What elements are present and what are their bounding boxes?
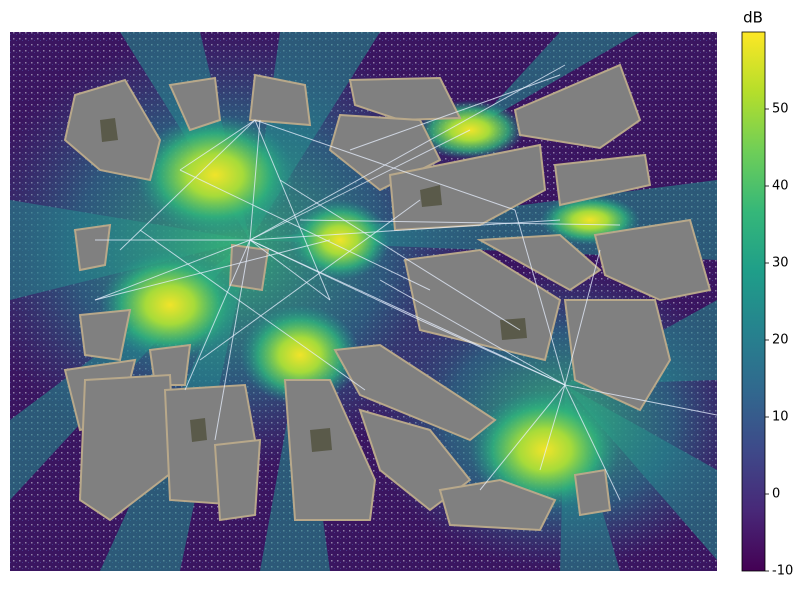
colorbar-tick-label: 0 bbox=[772, 487, 780, 502]
colorbar-tick-label: 50 bbox=[772, 102, 789, 117]
colorbar-scale bbox=[741, 31, 766, 572]
colorbar-tick-label: -10 bbox=[772, 564, 793, 579]
colorbar-label: dB bbox=[743, 9, 763, 27]
colorbar-tick-label: 40 bbox=[772, 179, 789, 194]
colorbar-tick-label: 10 bbox=[772, 410, 789, 425]
colorbar: -10 0 10 20 30 40 50 bbox=[741, 31, 793, 579]
colorbar-tick-label: 20 bbox=[772, 333, 789, 348]
coverage-map bbox=[10, 32, 717, 571]
colorbar-tick-label: 30 bbox=[772, 256, 789, 271]
buildings bbox=[63, 63, 712, 532]
ray-paths bbox=[94, 64, 717, 501]
